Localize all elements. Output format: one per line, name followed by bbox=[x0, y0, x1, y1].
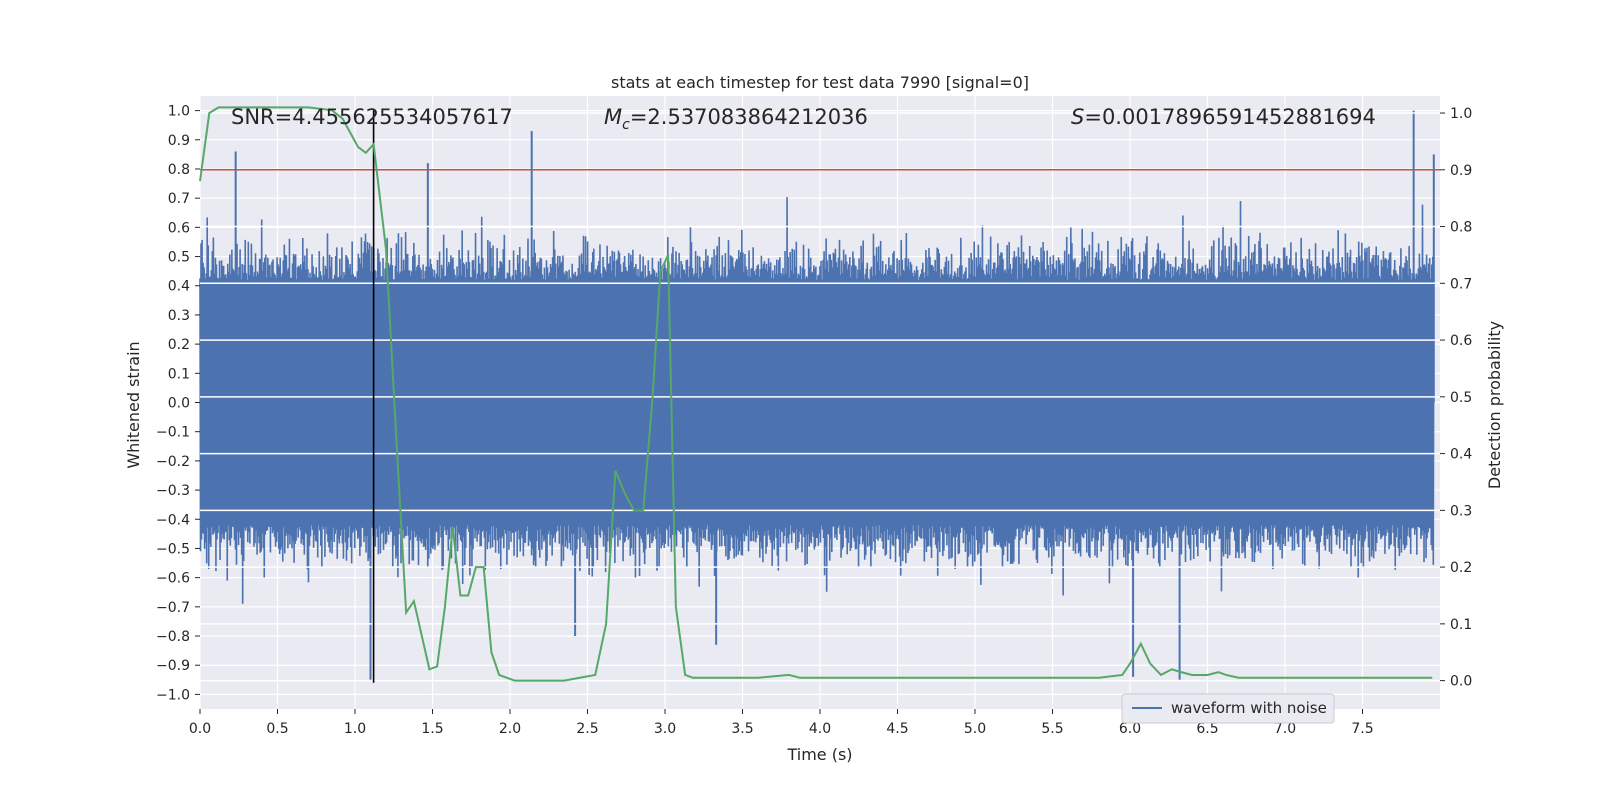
mc-value: =2.537083864212036 bbox=[630, 105, 868, 129]
y-right-tick-label: 0.9 bbox=[1450, 163, 1472, 179]
x-tick-label: 3.5 bbox=[731, 721, 753, 737]
y-tick-label: 0.5 bbox=[168, 250, 190, 266]
probability-line bbox=[199, 106, 1433, 682]
y-tick-label: 0.7 bbox=[168, 191, 190, 207]
chart-title: stats at each timestep for test data 799… bbox=[611, 73, 1029, 92]
y-axis-left: 1.0 0.9 0.8 0.7 0.6 0.5 0.4 0.3 0.2 0.1 0.0 −0.1 −0.… bbox=[156, 104, 200, 703]
x-tick-label: 4.0 bbox=[809, 721, 831, 737]
s-value: =0.0017896591452881694 bbox=[1084, 105, 1376, 129]
x-tick-label: 6.5 bbox=[1196, 721, 1218, 737]
s-annotation: S=0.0017896591452881694 bbox=[1071, 105, 1376, 129]
y-tick-label: −0.3 bbox=[156, 483, 190, 499]
y-right-tick-label: 1.0 bbox=[1450, 106, 1472, 122]
y-right-tick-label: 0.5 bbox=[1450, 390, 1472, 406]
mc-annotation: Mc=2.537083864212036 bbox=[604, 105, 868, 133]
x-tick-label: 5.5 bbox=[1041, 721, 1063, 737]
y-right-tick-label: 0.4 bbox=[1450, 447, 1472, 463]
y-tick-label: 0.3 bbox=[168, 308, 190, 324]
x-tick-label: 6.0 bbox=[1119, 721, 1141, 737]
y-axis-label: Whitened strain bbox=[124, 341, 143, 468]
x-tick-label: 0.0 bbox=[189, 721, 211, 737]
mc-symbol: M bbox=[604, 105, 622, 129]
y-tick-label: −0.5 bbox=[156, 541, 190, 557]
y-right-tick-label: 0.3 bbox=[1450, 503, 1472, 519]
x-tick-label: 2.0 bbox=[499, 721, 521, 737]
waveform-series bbox=[199, 110, 1435, 680]
y-tick-label: −0.4 bbox=[156, 512, 190, 528]
x-tick-label: 0.5 bbox=[266, 721, 288, 737]
x-axis-label: Time (s) bbox=[786, 745, 852, 764]
x-tick-label: 3.0 bbox=[654, 721, 676, 737]
y-right-tick-label: 0.0 bbox=[1450, 674, 1472, 690]
x-tick-label: 4.5 bbox=[886, 721, 908, 737]
y-tick-label: −0.7 bbox=[156, 600, 190, 616]
y-right-tick-label: 0.7 bbox=[1450, 276, 1472, 292]
y-tick-label: 0.8 bbox=[168, 162, 190, 178]
y-tick-label: −0.2 bbox=[156, 454, 190, 470]
waveform-line bbox=[199, 197, 1435, 604]
y-tick-label: −1.0 bbox=[156, 687, 190, 703]
y-right-tick-label: 0.1 bbox=[1450, 617, 1472, 633]
legend-label: waveform with noise bbox=[1171, 699, 1327, 717]
y-tick-label: 0.9 bbox=[168, 133, 190, 149]
y-tick-label: 1.0 bbox=[168, 104, 190, 120]
x-tick-label: 7.5 bbox=[1351, 721, 1373, 737]
y-tick-label: 0.0 bbox=[168, 396, 190, 412]
y-tick-label: −0.6 bbox=[156, 571, 190, 587]
mc-subscript: c bbox=[622, 117, 630, 133]
y-tick-label: −0.9 bbox=[156, 658, 190, 674]
y-tick-label: 0.4 bbox=[168, 279, 190, 295]
y-tick-label: 0.2 bbox=[168, 337, 190, 353]
y-tick-label: −0.8 bbox=[156, 629, 190, 645]
y-right-tick-label: 0.2 bbox=[1450, 560, 1472, 576]
y-tick-label: −0.1 bbox=[156, 425, 190, 441]
legend: waveform with noise bbox=[1121, 693, 1335, 724]
y-axis-right-label: Detection probability bbox=[1485, 321, 1504, 489]
s-symbol: S bbox=[1071, 105, 1084, 129]
x-tick-label: 5.0 bbox=[964, 721, 986, 737]
y-right-tick-label: 0.8 bbox=[1450, 220, 1472, 236]
x-tick-label: 1.5 bbox=[421, 721, 443, 737]
y-right-tick-label: 0.6 bbox=[1450, 333, 1472, 349]
legend-box bbox=[1121, 693, 1335, 724]
snr-annotation: SNR=4.455625534057617 bbox=[231, 105, 513, 129]
x-tick-label: 2.5 bbox=[576, 721, 598, 737]
y-tick-label: 0.6 bbox=[168, 220, 190, 236]
y-axis-right: 1.0 0.9 0.8 0.7 0.6 0.5 0.4 0.3 0.2 0.1 0.0 bbox=[1440, 106, 1472, 690]
grid-overlay bbox=[200, 112, 1440, 682]
x-tick-label: 1.0 bbox=[344, 721, 366, 737]
waveform-core bbox=[200, 338, 1434, 508]
x-tick-label: 7.0 bbox=[1274, 721, 1296, 737]
overlays bbox=[200, 110, 1440, 683]
y-tick-label: 0.1 bbox=[168, 366, 190, 382]
probability-series bbox=[199, 106, 1433, 682]
